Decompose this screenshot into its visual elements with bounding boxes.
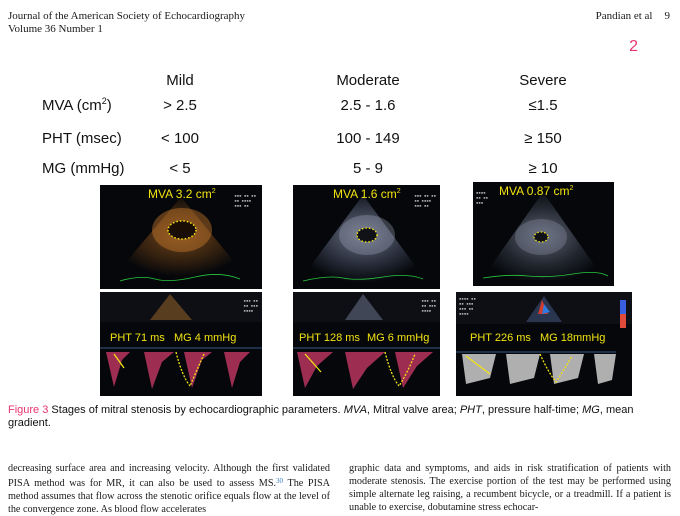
authors: Pandian et al: [595, 10, 653, 22]
echo-image-severe: ▪▪▪▪ ▪▪ ▪▪ ▪▪▪ MVA 0.87 cm2: [473, 182, 614, 286]
mg-label-moderate: MG 6 mmHg: [367, 332, 430, 344]
echo-scan-severe: [481, 192, 609, 280]
echo-settings-text: ▪▪▪▪ ▪▪ ▪▪ ▪▪▪: [476, 190, 489, 205]
row-label-mg: MG (mmHg): [42, 160, 125, 177]
figure-caption: Figure 3 Stages of mitral stenosis by ec…: [8, 404, 672, 430]
echo-settings-text: ▪▪▪ ▪▪ ▪▪ ▪▪ ▪▪▪▪ ▪▪▪ ▪▪: [234, 193, 256, 208]
mg-label-mild: MG 4 mmHg: [174, 332, 237, 344]
doppler-image-severe: ▪▪▪▪ ▪▪ ▪▪ ▪▪▪ ▪▪▪ ▪▪ ▪▪▪▪ PHT 226 ms MG 18…: [456, 292, 632, 396]
row-label-pht: PHT (msec): [42, 130, 122, 147]
cell-mg-moderate: 5 - 9: [352, 160, 384, 177]
doppler-settings-text: ▪▪▪ ▪▪ ▪▪ ▪▪▪ ▪▪▪▪: [421, 298, 436, 313]
cell-pht-severe: ≥ 150: [524, 130, 562, 147]
journal-title: Journal of the American Society of Echoc…: [8, 10, 246, 22]
row-label-mva: MVA (cm2): [42, 96, 112, 114]
stenosis-grading-table: Mild Moderate Severe MVA (cm2) > 2.5 2.5…: [0, 0, 680, 180]
column-header-mild: Mild: [166, 72, 194, 89]
doppler-image-moderate: ▪▪▪ ▪▪ ▪▪ ▪▪▪ ▪▪▪▪ PHT 128 ms MG 6 mmHg: [293, 292, 440, 396]
figure-corner-number: 2: [629, 38, 638, 55]
echo-scan-moderate: [298, 195, 428, 283]
cell-mva-mild: > 2.5: [163, 97, 197, 114]
figure-label: Figure 3: [8, 404, 49, 416]
cell-pht-mild: < 100: [161, 130, 199, 147]
pht-label-mild: PHT 71 ms: [110, 332, 165, 344]
running-header-left: Journal of the American Society of Echoc…: [8, 10, 245, 36]
mva-label-severe: MVA 0.87 cm2: [499, 184, 574, 198]
cell-mg-severe: ≥ 10: [528, 160, 558, 177]
column-header-moderate: Moderate: [336, 72, 400, 89]
page-number: 9: [664, 10, 671, 22]
cell-pht-moderate: 100 - 149: [336, 130, 400, 147]
doppler-trace-moderate: [293, 292, 440, 389]
mg-label-severe: MG 18mmHg: [540, 332, 606, 344]
doppler-trace-severe: [456, 292, 632, 384]
running-header-right: Pandian et al 9: [596, 10, 670, 22]
echo-image-mild: ▪▪▪ ▪▪ ▪▪ ▪▪ ▪▪▪▪ ▪▪▪ ▪▪ MVA 3.2 cm2: [100, 185, 262, 289]
journal-volume: Volume 36 Number 1: [8, 23, 103, 35]
pht-label-moderate: PHT 128 ms: [299, 332, 360, 344]
pht-label-severe: PHT 226 ms: [470, 332, 531, 344]
body-text-left-column: decreasing surface area and increasing v…: [8, 463, 330, 515]
body-text-right-column: graphic data and symptoms, and aids in r…: [349, 463, 671, 513]
mva-label-mild: MVA 3.2 cm2: [148, 187, 216, 201]
echo-scan-mild: [110, 197, 250, 282]
cell-mva-severe: ≤1.5: [528, 97, 558, 114]
doppler-settings-text: ▪▪▪ ▪▪ ▪▪ ▪▪▪ ▪▪▪▪: [243, 298, 258, 313]
doppler-trace-mild: [100, 292, 262, 389]
doppler-image-mild: ▪▪▪ ▪▪ ▪▪ ▪▪▪ ▪▪▪▪ PHT 71 ms MG 4 mmHg: [100, 292, 262, 396]
cell-mg-mild: < 5: [169, 160, 191, 177]
cell-mva-moderate: 2.5 - 1.6: [340, 97, 396, 114]
echo-settings-text: ▪▪▪ ▪▪ ▪▪ ▪▪ ▪▪▪▪ ▪▪▪ ▪▪: [414, 193, 436, 208]
mva-label-moderate: MVA 1.6 cm2: [333, 187, 401, 201]
echo-image-moderate: ▪▪▪ ▪▪ ▪▪ ▪▪ ▪▪▪▪ ▪▪▪ ▪▪ MVA 1.6 cm2: [293, 185, 440, 289]
doppler-settings-text: ▪▪▪▪ ▪▪ ▪▪ ▪▪▪ ▪▪▪ ▪▪ ▪▪▪▪: [459, 296, 476, 316]
column-header-severe: Severe: [519, 72, 567, 89]
figure-caption-text: Stages of mitral stenosis by echocardiog…: [8, 404, 634, 429]
